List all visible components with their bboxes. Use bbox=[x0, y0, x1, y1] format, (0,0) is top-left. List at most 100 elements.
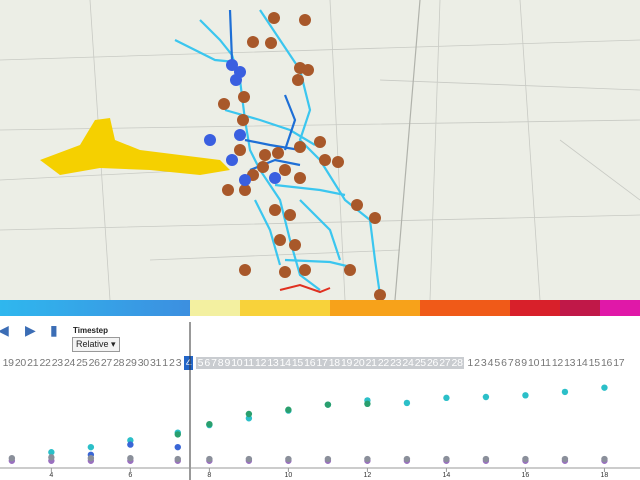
timeline-day[interactable]: 14 bbox=[279, 357, 291, 369]
timeline-day[interactable]: 8 bbox=[514, 357, 521, 369]
timeline-day[interactable]: 23 bbox=[51, 357, 63, 369]
timeline-day[interactable]: 28 bbox=[113, 357, 125, 369]
timeline-day[interactable]: 15 bbox=[291, 357, 303, 369]
station bbox=[274, 234, 286, 246]
timeline-day[interactable]: 13 bbox=[267, 357, 279, 369]
x-tick-label: 8 bbox=[207, 472, 211, 479]
timeline-day[interactable]: 4 bbox=[487, 357, 494, 369]
timeline-day[interactable]: 12 bbox=[255, 357, 267, 369]
river-hot bbox=[279, 283, 331, 294]
x-tick-label: 16 bbox=[522, 472, 530, 479]
timeline-day[interactable]: 17 bbox=[613, 357, 625, 369]
station bbox=[204, 134, 216, 146]
timeline-day[interactable]: 19 bbox=[2, 357, 14, 369]
timeline-day[interactable]: 5 bbox=[494, 357, 500, 369]
timeline-day[interactable]: 6 bbox=[204, 357, 210, 369]
point bbox=[561, 388, 569, 396]
station bbox=[332, 156, 344, 168]
point bbox=[364, 400, 371, 407]
timeline-day[interactable]: 22 bbox=[39, 357, 51, 369]
timeline-day[interactable]: 10 bbox=[231, 357, 243, 369]
station bbox=[272, 147, 284, 159]
station bbox=[226, 59, 238, 71]
station bbox=[222, 184, 234, 196]
point bbox=[48, 454, 55, 461]
timeline-day[interactable]: 21 bbox=[365, 357, 377, 369]
timeline-day[interactable]: 14 bbox=[576, 357, 588, 369]
end-button[interactable]: ▮ bbox=[50, 322, 58, 338]
point bbox=[127, 455, 134, 462]
timeline-day[interactable]: 19 bbox=[341, 357, 353, 369]
timeline-day[interactable]: 27 bbox=[439, 357, 451, 369]
timeline-day[interactable]: 31 bbox=[149, 357, 162, 369]
point bbox=[206, 455, 213, 463]
timeline-day[interactable]: 25 bbox=[76, 357, 88, 369]
timeline-day[interactable]: 2 bbox=[168, 357, 175, 369]
station bbox=[247, 36, 259, 48]
timeline-day[interactable]: 23 bbox=[390, 357, 402, 369]
timeline-day[interactable]: 29 bbox=[125, 357, 137, 369]
station bbox=[369, 212, 381, 224]
timeline-day[interactable]: 18 bbox=[328, 357, 340, 369]
timeline-day[interactable]: 27 bbox=[100, 357, 112, 369]
timeline-day[interactable]: 11 bbox=[540, 357, 551, 369]
timeline-day[interactable]: 10 bbox=[528, 357, 540, 369]
timestep-select[interactable]: Relative ▾ bbox=[72, 337, 120, 352]
point bbox=[482, 393, 490, 401]
prev-button[interactable]: ◀ bbox=[0, 322, 9, 338]
timeline-day[interactable]: 8 bbox=[217, 357, 224, 369]
station bbox=[234, 144, 246, 156]
point bbox=[601, 384, 608, 391]
timeline-day[interactable]: 13 bbox=[564, 357, 576, 369]
timeline-current[interactable]: 4 bbox=[183, 356, 194, 370]
x-tick-label: 14 bbox=[443, 472, 451, 479]
timeline-day[interactable]: 15 bbox=[588, 357, 600, 369]
timeline-day[interactable]: 11 bbox=[243, 357, 255, 369]
station bbox=[239, 264, 251, 276]
timeline-day[interactable]: 12 bbox=[551, 357, 563, 369]
timeline-day[interactable]: 3 bbox=[175, 357, 182, 369]
point bbox=[522, 455, 529, 463]
timeline-day[interactable]: 24 bbox=[402, 357, 414, 369]
timeline-before: 19 20 21 22 23 24 25 26 27 28 29 30 31 1 2 3 bbox=[2, 357, 182, 369]
timeline-day[interactable]: 5 bbox=[197, 357, 204, 369]
point bbox=[403, 399, 411, 407]
x-tick-label: 4 bbox=[49, 472, 53, 479]
chart: 4 6 8 10 12 14 16 18 bbox=[0, 322, 640, 480]
point bbox=[285, 406, 292, 413]
rivers bbox=[174, 9, 382, 296]
timeline-day[interactable]: 7 bbox=[211, 357, 217, 369]
timeline-day[interactable]: 9 bbox=[224, 357, 231, 369]
station bbox=[279, 266, 291, 278]
play-button[interactable]: ▶ bbox=[25, 322, 36, 338]
timeline-day[interactable]: 1 bbox=[162, 357, 168, 369]
station bbox=[230, 74, 242, 86]
timeline-day[interactable]: 21 bbox=[27, 357, 39, 369]
stations bbox=[204, 12, 386, 300]
timeline-day[interactable]: 30 bbox=[137, 357, 149, 369]
station bbox=[279, 164, 291, 176]
bay bbox=[40, 118, 230, 175]
point bbox=[8, 455, 16, 462]
timeline-day[interactable]: 16 bbox=[600, 357, 613, 369]
map bbox=[0, 0, 640, 300]
timeline-day[interactable]: 9 bbox=[521, 357, 527, 369]
timeline-day[interactable]: 28 bbox=[451, 357, 463, 369]
timeline-day[interactable]: 22 bbox=[377, 357, 389, 369]
timeline-day[interactable]: 1 bbox=[467, 357, 473, 369]
timeline-day[interactable]: 3 bbox=[480, 357, 487, 369]
timeline-day[interactable]: 6 bbox=[501, 357, 507, 369]
timeline-day[interactable]: 16 bbox=[304, 357, 316, 369]
timeline-day[interactable]: 20 bbox=[353, 357, 365, 369]
timeline-day[interactable]: 17 bbox=[316, 357, 328, 369]
station bbox=[319, 154, 331, 166]
timeline-day[interactable]: 2 bbox=[474, 357, 480, 369]
timeline-day[interactable]: 26 bbox=[88, 357, 100, 369]
station bbox=[239, 184, 251, 196]
timeline-day[interactable]: 26 bbox=[426, 357, 439, 369]
timeline: 19 20 21 22 23 24 25 26 27 28 29 30 31 1 2 3 4 5 6 7 8 9 10 1… bbox=[2, 356, 625, 370]
timeline-day[interactable]: 25 bbox=[414, 357, 426, 369]
timeline-day[interactable]: 24 bbox=[64, 357, 76, 369]
timeline-day[interactable]: 7 bbox=[507, 357, 514, 369]
timeline-day[interactable]: 20 bbox=[14, 357, 26, 369]
